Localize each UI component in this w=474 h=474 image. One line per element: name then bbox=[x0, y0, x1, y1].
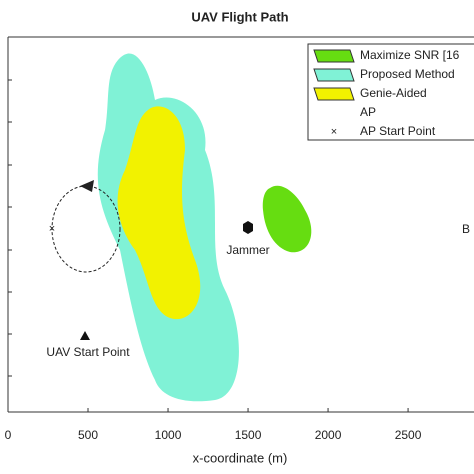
x-tick-label: 2000 bbox=[315, 428, 342, 442]
legend-label: Genie-Aided bbox=[360, 86, 427, 100]
jammer-marker bbox=[243, 221, 253, 234]
legend-label: Maximize SNR [16 bbox=[360, 48, 460, 62]
x-tick-label: 500 bbox=[78, 428, 98, 442]
legend-label: AP bbox=[360, 105, 376, 119]
x-tick-label: 0 bbox=[5, 428, 12, 442]
x-tick-label: 1000 bbox=[155, 428, 182, 442]
uav-start-marker bbox=[80, 331, 90, 340]
annotation: UAV Start Point bbox=[46, 345, 130, 359]
legend-swatch bbox=[313, 68, 355, 82]
legend-swatch bbox=[313, 49, 355, 63]
x-tick-label: 1500 bbox=[235, 428, 262, 442]
genie-region bbox=[117, 106, 201, 320]
ap-start-marker: × bbox=[49, 223, 55, 235]
legend-swatch bbox=[313, 87, 355, 101]
y-ticks bbox=[8, 79, 12, 377]
snr-region bbox=[262, 185, 312, 253]
chart-title: UAV Flight Path bbox=[191, 9, 288, 24]
annotation: Jammer bbox=[226, 243, 269, 257]
legend-label: AP Start Point bbox=[360, 124, 436, 138]
ap-arrow bbox=[80, 180, 94, 192]
x-axis-label: x-coordinate (m) bbox=[193, 450, 288, 465]
legend-label: Proposed Method bbox=[360, 67, 455, 81]
x-tick-label: 2500 bbox=[395, 428, 422, 442]
annotation: B bbox=[462, 222, 470, 236]
legend-marker: × bbox=[331, 126, 337, 138]
